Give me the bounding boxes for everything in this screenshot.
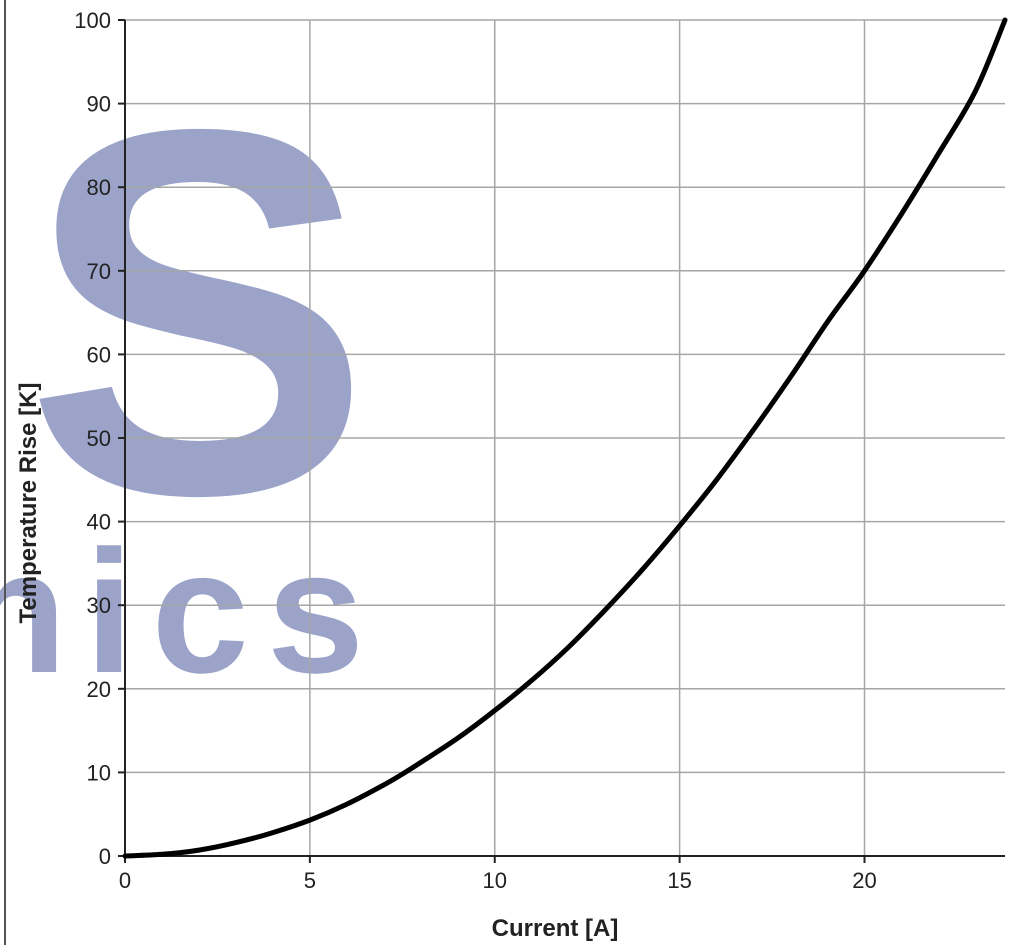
y-tick-label: 90 xyxy=(87,92,111,117)
x-axis-label: Current [A] xyxy=(492,915,619,942)
y-tick-label: 80 xyxy=(87,175,111,200)
y-tick-label: 70 xyxy=(87,259,111,284)
x-tick-label: 15 xyxy=(667,868,691,893)
y-tick-label: 40 xyxy=(87,510,111,535)
tick-labels: 0 10 20 30 40 50 60 70 80 90 100 0 5 10 15 20 xyxy=(74,8,876,893)
left-frame-border xyxy=(4,0,6,945)
watermark-letter: S xyxy=(25,22,372,603)
y-tick-label: 60 xyxy=(87,342,111,367)
axes xyxy=(118,19,1005,863)
y-tick-label: 30 xyxy=(87,593,111,618)
x-tick-label: 5 xyxy=(304,868,316,893)
y-tick-label: 20 xyxy=(87,677,111,702)
series-layer xyxy=(122,17,1008,859)
y-tick-label: 10 xyxy=(87,760,111,785)
y-tick-label: 50 xyxy=(87,426,111,451)
x-tick-label: 20 xyxy=(852,868,876,893)
x-tick-label: 10 xyxy=(483,868,507,893)
y-tick-label: 100 xyxy=(74,8,111,33)
y-axis-label: Temperature Rise [K] xyxy=(15,383,42,624)
grid xyxy=(124,19,1005,857)
series-line xyxy=(122,17,1008,859)
watermark-text: nics xyxy=(0,515,382,710)
y-tick-label: 0 xyxy=(99,844,111,869)
x-tick-label: 0 xyxy=(119,868,131,893)
